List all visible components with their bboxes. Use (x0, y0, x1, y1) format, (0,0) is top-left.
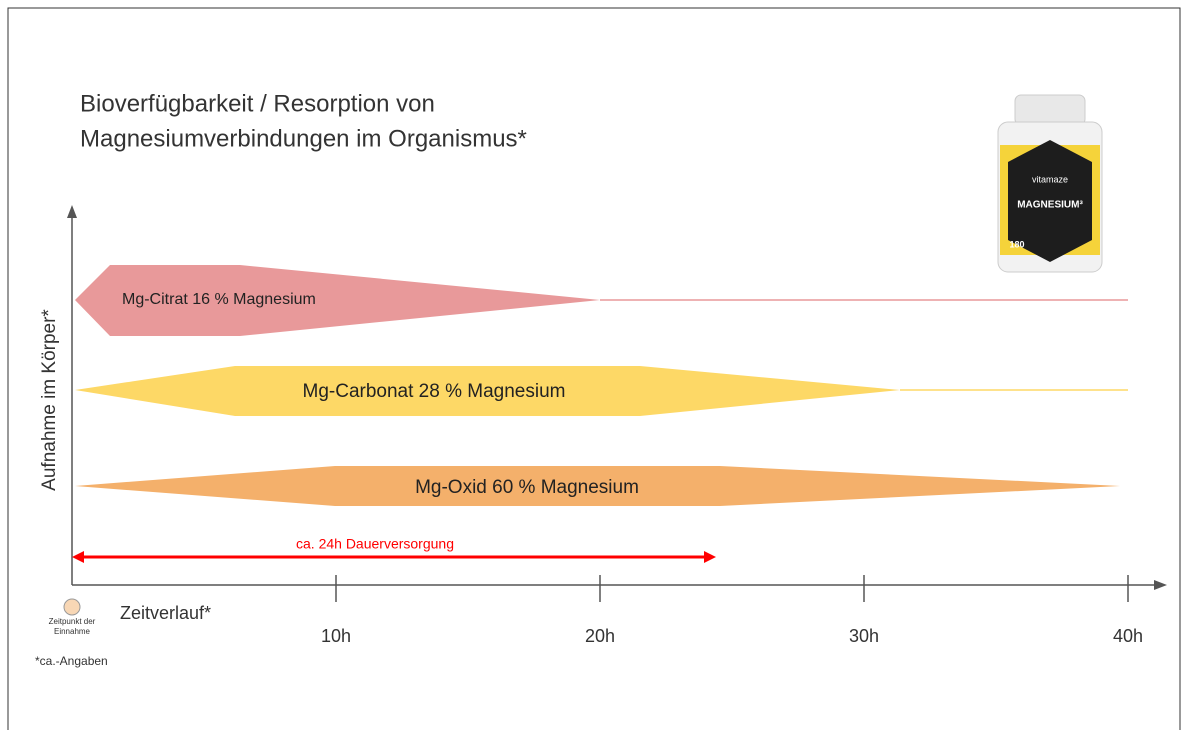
duration-label: ca. 24h Dauerversorgung (296, 536, 454, 552)
origin-marker (64, 599, 80, 615)
y-axis-label: Aufnahme im Körper* (39, 309, 60, 491)
x-tick-label: 20h (585, 626, 615, 646)
title-line: Bioverfügbarkeit / Resorption von (80, 90, 435, 117)
x-axis-arrow (1154, 580, 1167, 590)
band-label: Mg-Citrat 16 % Magnesium (122, 291, 316, 308)
x-axis-label: Zeitverlauf* (120, 603, 211, 623)
product-name: MAGNESIUM³ (1017, 200, 1083, 211)
duration-arrow-head (72, 551, 84, 563)
origin-label: Einnahme (54, 627, 91, 636)
product-brand: vitamaze (1032, 174, 1068, 184)
duration-arrow-head (704, 551, 716, 563)
x-tick-label: 30h (849, 626, 879, 646)
band-label: Mg-Oxid 60 % Magnesium (415, 477, 639, 498)
product-image: vitamaze MAGNESIUM³ 180 (998, 95, 1102, 272)
x-tick-label: 10h (321, 626, 351, 646)
y-axis-arrow (67, 205, 77, 218)
diagram: Bioverfügbarkeit / Resorption von Magnes… (0, 0, 1189, 730)
band-label: Mg-Carbonat 28 % Magnesium (303, 381, 566, 402)
x-ticks (336, 575, 1128, 602)
title-line: Magnesiumverbindungen im Organismus* (80, 125, 527, 152)
product-count: 180 (1009, 239, 1024, 249)
footnote: *ca.-Angaben (35, 654, 108, 668)
origin-label: Zeitpunkt der (49, 617, 96, 626)
x-tick-label: 40h (1113, 626, 1143, 646)
